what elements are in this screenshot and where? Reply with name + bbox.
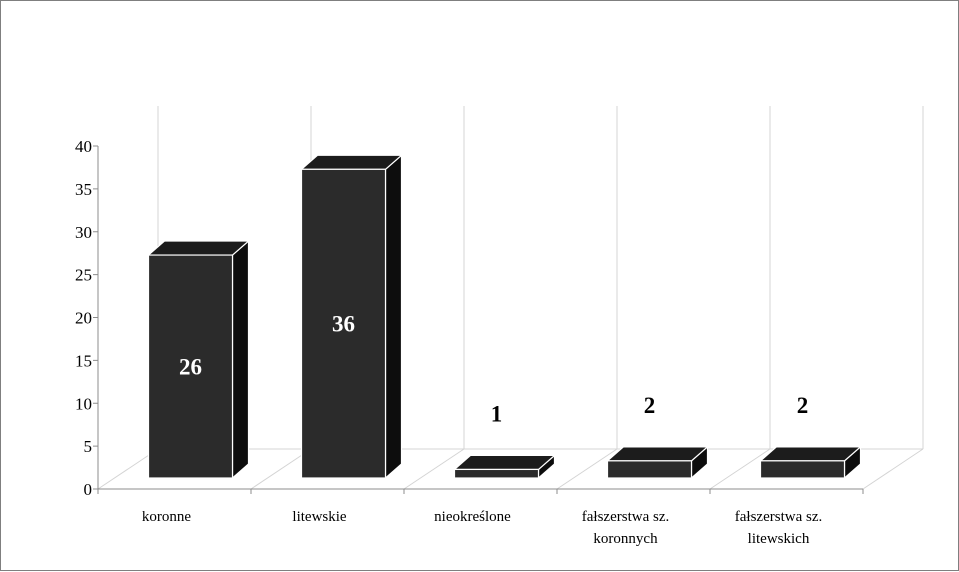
- category-label: koronnych: [593, 531, 658, 547]
- bar-side: [231, 239, 250, 480]
- data-label: 2: [644, 393, 656, 418]
- bar-top: [758, 446, 863, 462]
- y-tick-label: 25: [75, 266, 92, 285]
- data-label: 36: [332, 312, 355, 337]
- category-label: fałszerstwa sz.: [582, 509, 669, 525]
- category-label: fałszerstwa sz.: [735, 509, 822, 525]
- y-tick-label: 35: [75, 180, 92, 199]
- bar-top: [146, 240, 251, 256]
- y-tick-label: 40: [75, 137, 92, 156]
- y-tick-label: 20: [75, 309, 92, 328]
- bar: [147, 254, 234, 479]
- y-tick-label: 10: [75, 394, 92, 413]
- y-tick-label: 0: [84, 480, 93, 499]
- bar-top: [452, 454, 557, 471]
- category-label: litewskich: [748, 531, 810, 547]
- data-label: 1: [491, 401, 503, 426]
- floor-diagonal: [403, 448, 465, 490]
- bar-side: [384, 153, 403, 480]
- category-label: litewskie: [292, 509, 346, 525]
- bar: [453, 468, 540, 479]
- category-label: nieokreślone: [434, 509, 511, 525]
- bar: [606, 460, 693, 479]
- floor-diagonal: [709, 448, 771, 490]
- bar-top: [605, 446, 710, 462]
- data-label: 2: [797, 393, 809, 418]
- bar: [759, 460, 846, 479]
- bar: [300, 168, 387, 479]
- floor-diagonal: [556, 448, 618, 490]
- y-tick-label: 5: [84, 437, 93, 456]
- y-tick-label: 15: [75, 351, 92, 370]
- category-label: koronne: [142, 509, 191, 525]
- data-label: 26: [179, 355, 202, 380]
- y-tick-label: 30: [75, 223, 92, 242]
- bar-top: [299, 154, 404, 170]
- floor-diagonal: [862, 448, 924, 490]
